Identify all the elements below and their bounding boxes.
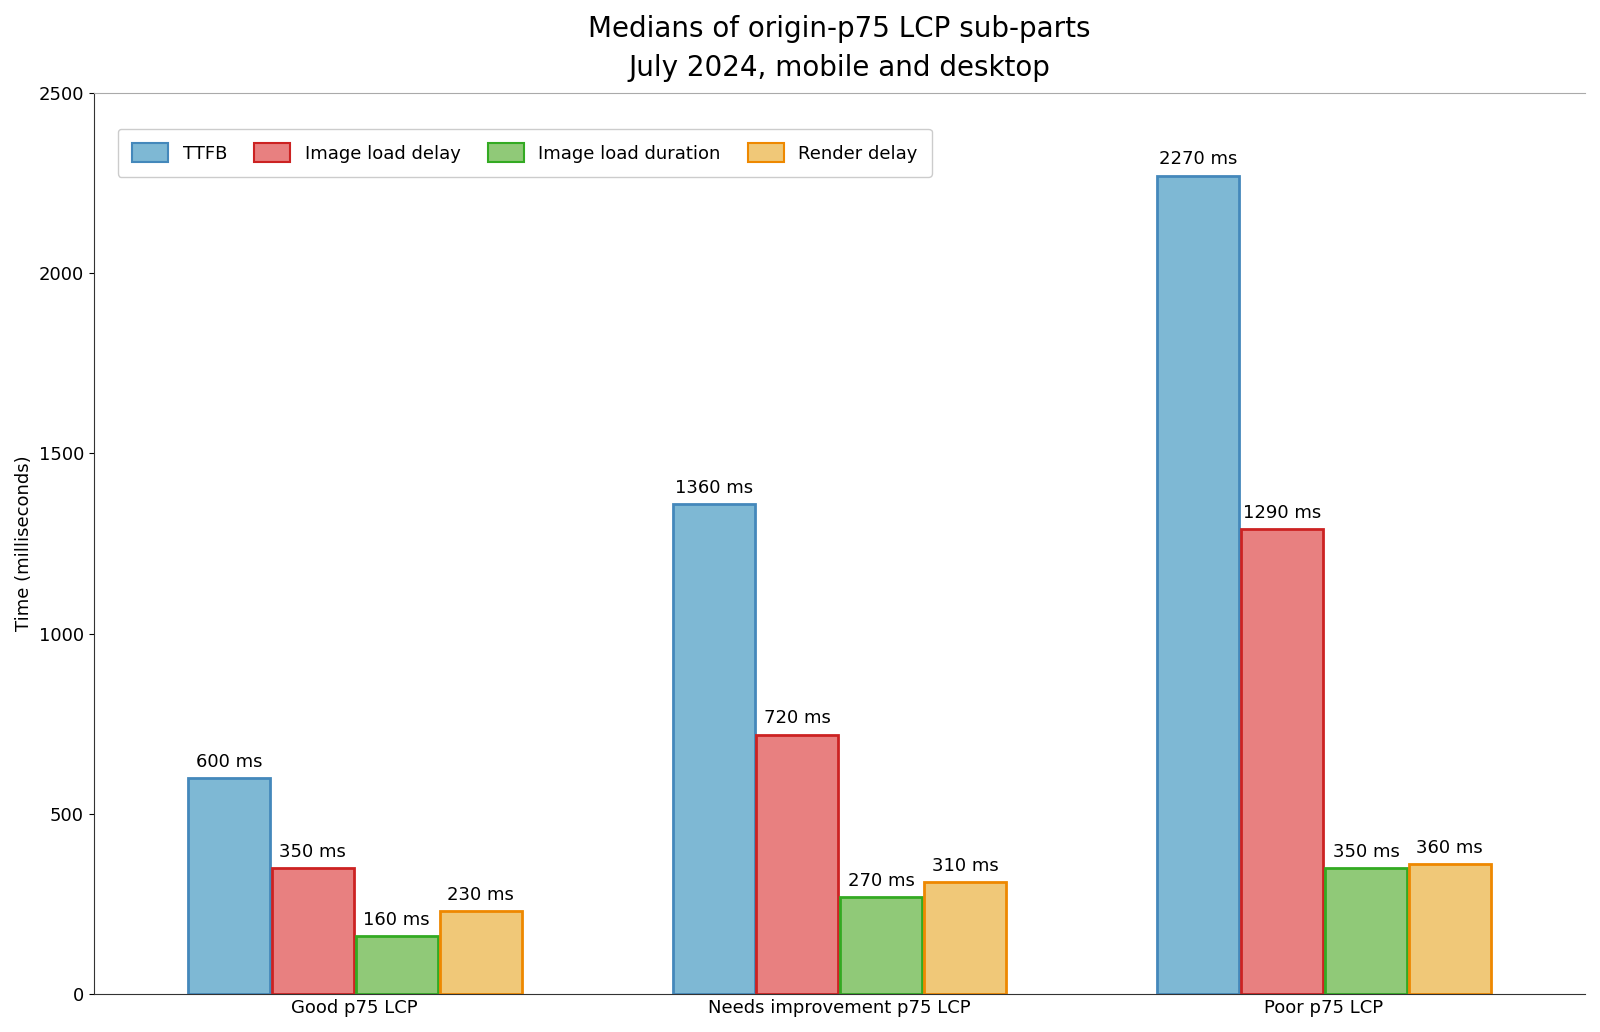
Text: 160 ms: 160 ms	[363, 911, 430, 929]
Text: 600 ms: 600 ms	[195, 752, 262, 771]
Bar	[672, 504, 755, 994]
Text: 2270 ms: 2270 ms	[1158, 151, 1237, 168]
Bar	[1325, 868, 1406, 994]
Bar	[840, 897, 922, 994]
Bar	[1242, 529, 1323, 994]
Bar	[187, 778, 270, 994]
Text: 350 ms: 350 ms	[1333, 843, 1400, 861]
Bar	[1157, 175, 1240, 994]
Legend: TTFB, Image load delay, Image load duration, Render delay: TTFB, Image load delay, Image load durat…	[118, 129, 933, 176]
Bar	[355, 936, 438, 994]
Bar	[757, 735, 838, 994]
Text: 230 ms: 230 ms	[446, 886, 514, 904]
Text: 310 ms: 310 ms	[931, 858, 998, 875]
Text: 1360 ms: 1360 ms	[675, 479, 752, 496]
Text: 270 ms: 270 ms	[848, 872, 915, 890]
Text: 720 ms: 720 ms	[765, 709, 830, 728]
Text: 360 ms: 360 ms	[1416, 839, 1483, 858]
Bar	[440, 911, 522, 994]
Bar	[272, 868, 354, 994]
Text: 350 ms: 350 ms	[280, 843, 346, 861]
Y-axis label: Time (milliseconds): Time (milliseconds)	[14, 455, 34, 632]
Bar	[1410, 865, 1491, 994]
Title: Medians of origin-p75 LCP sub-parts
July 2024, mobile and desktop: Medians of origin-p75 LCP sub-parts July…	[589, 15, 1091, 82]
Text: 1290 ms: 1290 ms	[1243, 504, 1322, 522]
Bar	[925, 882, 1006, 994]
